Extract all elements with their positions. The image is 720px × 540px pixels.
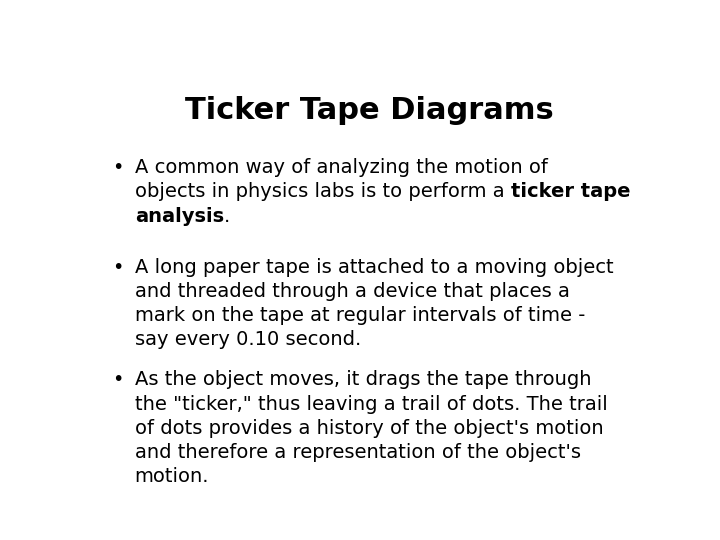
Text: motion.: motion. [135,467,209,486]
Text: say every 0.10 second.: say every 0.10 second. [135,330,361,349]
Text: mark on the tape at regular intervals of time -: mark on the tape at regular intervals of… [135,306,585,326]
Text: and therefore a representation of the object's: and therefore a representation of the ob… [135,443,580,462]
Text: analysis: analysis [135,207,224,226]
Text: the "ticker," thus leaving a trail of dots. The trail: the "ticker," thus leaving a trail of do… [135,395,608,414]
Text: Ticker Tape Diagrams: Ticker Tape Diagrams [184,96,554,125]
Text: ticker tape: ticker tape [510,183,630,201]
Text: A long paper tape is attached to a moving object: A long paper tape is attached to a movin… [135,258,613,277]
Text: objects in physics labs is to perform a: objects in physics labs is to perform a [135,183,510,201]
Text: As the object moves, it drags the tape through: As the object moves, it drags the tape t… [135,370,591,389]
Text: .: . [224,207,230,226]
Text: of dots provides a history of the object's motion: of dots provides a history of the object… [135,418,603,437]
Text: A common way of analyzing the motion of: A common way of analyzing the motion of [135,158,547,177]
Text: and threaded through a device that places a: and threaded through a device that place… [135,282,570,301]
Text: •: • [112,158,124,177]
Text: •: • [112,370,124,389]
Text: •: • [112,258,124,277]
